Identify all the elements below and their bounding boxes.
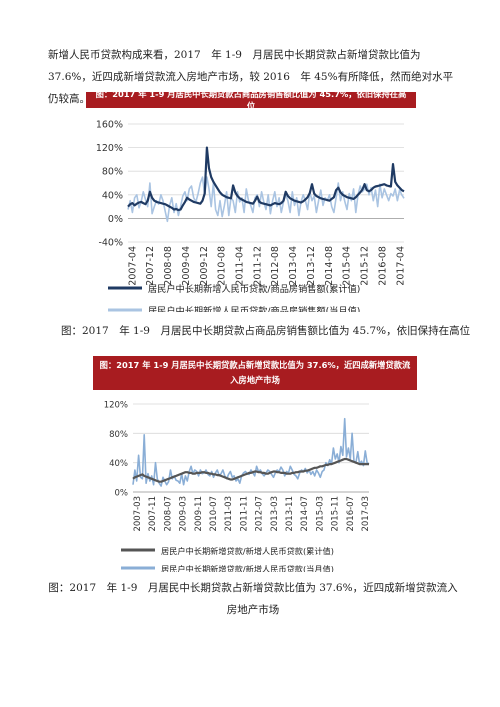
- chart1-x-tick-label: 2010-08: [217, 246, 228, 286]
- chart1-title-banner: 图：2017 年 1-9 月居民中长期贷款占商品房销售额比值为 45.7%，依旧…: [86, 89, 416, 111]
- chart2-x-tick-label: 2017-03: [361, 496, 371, 532]
- chart1-x-tick-label: 2008-08: [163, 246, 174, 286]
- chart2-x-tick-label: 2015-03: [315, 496, 325, 532]
- chart2-x-tick-label: 2009-03: [179, 496, 189, 532]
- chart1: 160% 120% 80% 40% 0% -40% 2007-04 2007-12 2008-0…: [96, 120, 406, 313]
- chart1-series-line-1: [127, 146, 405, 212]
- chart1-x-tick-label: 2016-08: [377, 246, 388, 286]
- chart1-y-tick-label: 120%: [96, 143, 123, 154]
- chart1-x-tick-label: 2009-04: [181, 246, 192, 286]
- chart2-y-tick-label: 80%: [109, 430, 128, 440]
- chart1-y-tick-label: 80%: [102, 167, 123, 178]
- chart2-y-tick-label: 120%: [104, 401, 128, 411]
- chart1-y-tick-label: -40%: [98, 238, 123, 249]
- chart2-x-tick-label: 2014-07: [300, 496, 310, 532]
- chart2-x-tick-label: 2007-03: [133, 496, 143, 532]
- chart1-x-tick-label: 2014-08: [324, 246, 335, 286]
- chart1-x-tick-label: 2011-12: [252, 246, 263, 286]
- chart1-y-tick-label: 0%: [108, 214, 123, 225]
- chart1-legend-label-2: 居民户中长期新增人民币贷款/商品房销售额(当月值): [148, 305, 360, 312]
- chart1-series-line-2: [127, 176, 405, 223]
- intro-paragraph: 新增人民币贷款构成来看，2017 年 1-9 月居民中长期贷款占新增贷款比值为 …: [48, 49, 454, 105]
- chart1-y-tick-label: 160%: [96, 120, 123, 131]
- chart1-x-tick-label: 2013-04: [288, 246, 299, 286]
- chart2-x-tick-label: 2008-07: [163, 496, 173, 532]
- chart2-y-tick-label: 40%: [109, 459, 128, 469]
- chart2: 120% 80% 40% 0% 2007-03 2007-11 2008-07 2009-03…: [104, 401, 371, 573]
- chart1-x-tick-label: 2013-12: [306, 246, 317, 286]
- chart2-x-tick-label: 2013-11: [285, 496, 295, 532]
- chart1-x-tick-label: 2017-04: [395, 246, 406, 286]
- chart1-x-tick-label: 2009-12: [199, 246, 210, 286]
- chart2-x-tick-label: 2011-11: [239, 496, 249, 532]
- chart1-caption: 图：2017 年 1-9 月居民中长期贷款占商品房销售额比值为 45.7%，依旧…: [61, 325, 471, 337]
- chart1-y-tick-label: 40%: [102, 190, 123, 201]
- chart1-x-tick-label: 2007-04: [127, 246, 138, 286]
- chart2-y-tick-label: 0%: [115, 489, 129, 499]
- chart2-series-line-2: [132, 417, 370, 487]
- chart1-x-tick-label: 2007-12: [145, 246, 156, 286]
- chart1-x-tick-label: 2011-04: [235, 246, 246, 286]
- chart2-x-tick-label: 2012-07: [255, 496, 265, 532]
- chart2-x-tick-label: 2009-11: [194, 496, 204, 532]
- chart2-caption: 图：2017 年 1-9 月居民中长期贷款占新增贷款比值为 37.6%，近四成新…: [48, 582, 458, 616]
- chart2-x-tick-label: 2007-11: [148, 496, 158, 532]
- chart2-x-tick-label: 2011-03: [224, 496, 234, 532]
- chart2-legend-label-1: 居民户中长期新增贷款/新增人民币贷款(累计值): [161, 546, 334, 556]
- chart2-x-tick-label: 2016-07: [346, 496, 356, 532]
- chart2-x-tick-label: 2013-03: [270, 496, 280, 532]
- chart2-x-tick-label: 2010-07: [209, 496, 219, 532]
- chart2-legend-label-2: 居民户中长期新增贷款/新增人民币贷款(当月值): [161, 564, 334, 572]
- chart2-x-tick-label: 2015-11: [331, 496, 341, 532]
- chart1-x-tick-label: 2012-08: [270, 246, 281, 286]
- chart1-legend-label-1: 居民户中长期新增人民币贷款/商品房销售额(累计值): [148, 283, 360, 295]
- chart2-title-banner: 图：2017 年 1-9 月居民中长期贷款占新增贷款比值为 37.6%，近四成新…: [93, 356, 417, 390]
- chart1-x-tick-label: 2015-04: [342, 246, 353, 286]
- chart1-x-tick-label: 2015-12: [360, 246, 371, 286]
- chart2-series-line-1: [132, 457, 369, 483]
